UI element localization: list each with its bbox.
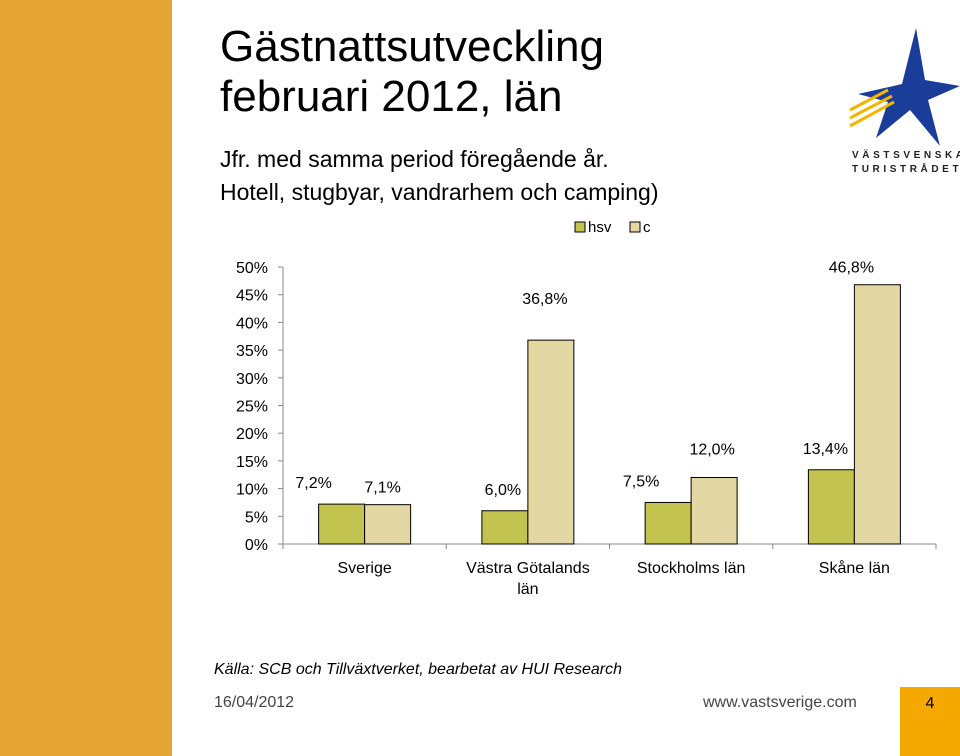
data-label-hsv: 6,0% — [485, 482, 521, 499]
bar-hsv — [318, 503, 366, 545]
y-tick-label: 10% — [236, 482, 268, 499]
source-note: Källa: SCB och Tillväxtverket, bearbetat… — [214, 661, 623, 678]
x-category-label: län — [517, 581, 538, 598]
bar-chart: 0% 5% 10% 15% 20% 25% 30% 35% 40% 45% 50% 7,2% 7,1% S… — [236, 219, 937, 598]
y-tick-label: 50% — [236, 260, 268, 277]
data-label-hsv: 7,5% — [623, 473, 659, 490]
bar-c — [527, 339, 575, 545]
x-category-label: Sverige — [338, 560, 392, 577]
title-line-1: Gästnattsutveckling — [220, 22, 604, 71]
bar-c — [364, 504, 412, 545]
y-tick-label: 5% — [245, 509, 268, 526]
legend-swatch-c — [629, 221, 641, 233]
bar-hsv — [644, 501, 692, 545]
footer-date: 16/04/2012 — [214, 694, 295, 711]
x-category-label: Västra Götalands — [466, 560, 590, 577]
page-number: 4 — [925, 695, 935, 712]
title-line-2: februari 2012, län — [220, 72, 563, 121]
y-tick-label: 35% — [236, 343, 268, 360]
y-tick-label: 40% — [236, 315, 268, 332]
bar-hsv — [807, 469, 855, 545]
bar-hsv — [481, 510, 529, 545]
bar-c — [853, 284, 901, 545]
logo-text-line-1: VÄSTSVENSKA — [852, 150, 960, 161]
x-category-label: Skåne län — [819, 559, 890, 577]
data-label-hsv: 7,2% — [295, 475, 331, 492]
y-tick-label: 20% — [236, 426, 268, 443]
legend-label-hsv: hsv — [588, 219, 612, 236]
logo-text-line-2: TURISTRÅDET — [852, 164, 960, 175]
logo-stripes — [849, 88, 895, 128]
data-label-c: 46,8% — [829, 260, 874, 277]
data-label-hsv: 13,4% — [803, 441, 848, 458]
subtitle-line-2: Hotell, stugbyar, vandrarhem och camping… — [220, 179, 659, 205]
data-label-c: 36,8% — [522, 291, 567, 308]
y-tick-label: 15% — [236, 454, 268, 471]
legend-swatch-hsv — [574, 221, 586, 233]
page-number-box: 4 — [900, 687, 960, 756]
data-label-c: 12,0% — [689, 442, 734, 459]
data-label-c: 7,1% — [364, 480, 400, 497]
y-tick-label: 30% — [236, 371, 268, 388]
logo-star-shape — [858, 28, 960, 146]
x-category-label: Stockholms län — [637, 560, 746, 577]
subtitle-line-1: Jfr. med samma period föregående år. — [220, 146, 609, 172]
legend-label-c: c — [643, 219, 651, 236]
footer-url: www.vastsverige.com — [703, 694, 857, 711]
y-tick-label: 25% — [236, 399, 268, 416]
logo-star-icon — [849, 28, 960, 146]
bar-c — [690, 477, 738, 545]
y-tick-label: 0% — [245, 537, 268, 554]
slide-title: Gästnattsutveckling februari 2012, län — [220, 22, 604, 122]
y-tick-label: 45% — [236, 288, 268, 305]
side-band — [0, 0, 172, 756]
